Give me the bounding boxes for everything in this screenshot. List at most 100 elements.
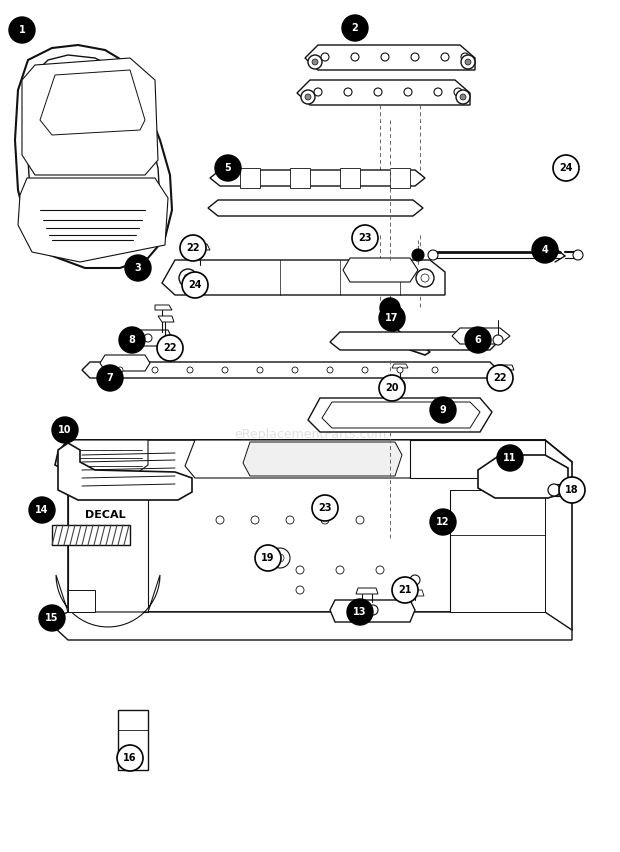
Circle shape bbox=[465, 327, 491, 353]
Polygon shape bbox=[208, 200, 423, 216]
Circle shape bbox=[397, 367, 403, 373]
Circle shape bbox=[404, 88, 412, 96]
Circle shape bbox=[119, 327, 145, 353]
Circle shape bbox=[301, 90, 315, 104]
Circle shape bbox=[52, 417, 78, 443]
Text: 2: 2 bbox=[352, 23, 358, 33]
Circle shape bbox=[428, 250, 438, 260]
Polygon shape bbox=[100, 355, 150, 371]
Circle shape bbox=[216, 516, 224, 524]
Circle shape bbox=[327, 367, 333, 373]
Polygon shape bbox=[22, 58, 158, 175]
Circle shape bbox=[381, 53, 389, 61]
Circle shape bbox=[441, 53, 449, 61]
Circle shape bbox=[292, 367, 298, 373]
Circle shape bbox=[97, 365, 123, 391]
Text: 12: 12 bbox=[436, 517, 450, 527]
Text: 23: 23 bbox=[358, 233, 372, 243]
Text: 21: 21 bbox=[398, 585, 412, 595]
Polygon shape bbox=[68, 490, 148, 612]
Polygon shape bbox=[240, 168, 260, 188]
Circle shape bbox=[379, 305, 405, 331]
Polygon shape bbox=[330, 332, 500, 350]
Circle shape bbox=[432, 367, 438, 373]
Circle shape bbox=[573, 250, 583, 260]
Polygon shape bbox=[15, 45, 172, 268]
Circle shape bbox=[321, 516, 329, 524]
Text: 10: 10 bbox=[58, 425, 72, 435]
Circle shape bbox=[296, 586, 304, 594]
Circle shape bbox=[312, 59, 318, 65]
Circle shape bbox=[312, 495, 338, 521]
Circle shape bbox=[356, 516, 364, 524]
Text: 9: 9 bbox=[440, 405, 446, 415]
Polygon shape bbox=[290, 168, 310, 188]
Text: 22: 22 bbox=[163, 343, 177, 353]
Polygon shape bbox=[68, 440, 148, 478]
Polygon shape bbox=[118, 710, 148, 770]
Polygon shape bbox=[158, 316, 174, 322]
Circle shape bbox=[430, 509, 456, 535]
Circle shape bbox=[497, 445, 523, 471]
Circle shape bbox=[9, 17, 35, 43]
Circle shape bbox=[39, 605, 65, 631]
Circle shape bbox=[215, 155, 241, 181]
Circle shape bbox=[368, 605, 378, 615]
Polygon shape bbox=[410, 440, 545, 478]
Circle shape bbox=[412, 249, 424, 261]
Text: 11: 11 bbox=[503, 453, 516, 463]
Circle shape bbox=[380, 298, 400, 318]
Polygon shape bbox=[68, 440, 545, 612]
Circle shape bbox=[125, 255, 151, 281]
Circle shape bbox=[180, 235, 206, 261]
Polygon shape bbox=[343, 258, 418, 282]
Circle shape bbox=[376, 566, 384, 574]
Circle shape bbox=[548, 484, 560, 496]
Circle shape bbox=[434, 88, 442, 96]
Circle shape bbox=[286, 516, 294, 524]
Circle shape bbox=[255, 545, 281, 571]
Text: 19: 19 bbox=[261, 553, 275, 563]
Polygon shape bbox=[124, 330, 172, 346]
Circle shape bbox=[379, 375, 405, 401]
Circle shape bbox=[342, 15, 368, 41]
Circle shape bbox=[321, 53, 329, 61]
Polygon shape bbox=[68, 590, 95, 612]
Text: 8: 8 bbox=[128, 335, 135, 345]
Circle shape bbox=[553, 155, 579, 181]
Text: 3: 3 bbox=[135, 263, 141, 273]
Polygon shape bbox=[297, 80, 470, 105]
Polygon shape bbox=[322, 402, 480, 428]
Circle shape bbox=[351, 53, 359, 61]
Polygon shape bbox=[190, 244, 210, 250]
Circle shape bbox=[456, 90, 470, 104]
Polygon shape bbox=[330, 600, 415, 622]
Polygon shape bbox=[40, 70, 145, 135]
Circle shape bbox=[128, 755, 138, 765]
Circle shape bbox=[257, 367, 263, 373]
Circle shape bbox=[352, 225, 378, 251]
Text: 17: 17 bbox=[385, 313, 399, 323]
Circle shape bbox=[308, 55, 322, 69]
Text: 5: 5 bbox=[224, 163, 231, 173]
Polygon shape bbox=[27, 55, 160, 252]
Circle shape bbox=[344, 88, 352, 96]
Polygon shape bbox=[185, 440, 420, 478]
Text: 15: 15 bbox=[45, 613, 59, 623]
Circle shape bbox=[410, 575, 420, 585]
Text: 13: 13 bbox=[353, 607, 367, 617]
Circle shape bbox=[276, 554, 284, 562]
Circle shape bbox=[461, 55, 475, 69]
Circle shape bbox=[314, 88, 322, 96]
Polygon shape bbox=[55, 440, 572, 478]
Text: 22: 22 bbox=[186, 243, 200, 253]
Circle shape bbox=[395, 380, 405, 390]
Polygon shape bbox=[392, 364, 408, 368]
Circle shape bbox=[157, 335, 183, 361]
Circle shape bbox=[416, 269, 434, 287]
Circle shape bbox=[347, 599, 373, 625]
Polygon shape bbox=[406, 590, 424, 596]
Polygon shape bbox=[390, 318, 430, 355]
Circle shape bbox=[117, 745, 143, 771]
Circle shape bbox=[152, 367, 158, 373]
